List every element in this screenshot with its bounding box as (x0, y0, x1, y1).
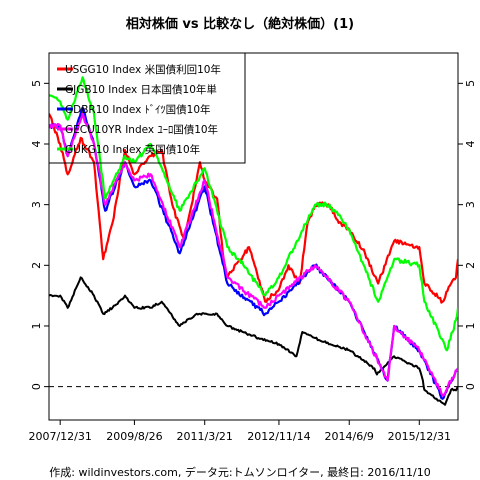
x-tick-label: 2015/12/31 (388, 430, 451, 443)
x-tick-label: 2011/3/21 (177, 430, 233, 443)
chart-caption: 作成: wildinvestors.com, データ元:トムソンロイター, 最終… (49, 465, 430, 479)
y-tick-label-right: 3 (464, 201, 477, 208)
chart-title: 相対株価 vs 比較なし（絶対株価）(1) (126, 16, 354, 32)
series-group (49, 76, 458, 406)
x-tick-label: 2014/6/9 (325, 430, 374, 443)
y-tick-label-left: 3 (30, 201, 43, 208)
axes: 2007/12/31 2009/8/26 2011/3/21 2012/11/14 20… (28, 80, 477, 443)
legend-entry: GUKG10 Index 英国債10年 (65, 143, 200, 156)
legend-entry: GDBR10 Index ﾄﾞｲﾂ国債10年 (65, 103, 211, 116)
y-tick-label-right: 5 (464, 80, 477, 87)
y-tick-label-left: 1 (30, 322, 43, 329)
y-tick-label-left: 5 (30, 80, 43, 87)
y-tick-label-left: 2 (30, 262, 43, 269)
y-tick-label-right: 4 (464, 140, 477, 147)
plot-frame (48, 52, 459, 421)
legend-box (48, 52, 246, 164)
y-tick-label-right: 0 (464, 383, 477, 390)
y-tick-label-left: 4 (30, 140, 43, 147)
legend-entry: USGG10 Index 米国債利回10年 (65, 63, 221, 76)
y-tick-label-left: 0 (30, 383, 43, 390)
legend-entry: GJGB10 Index 日本国債10年単 (65, 83, 217, 96)
x-tick-label: 2012/11/14 (247, 430, 310, 443)
legend-entry: GECU10YR Index ﾕｰﾛ国債10年 (65, 123, 218, 136)
x-tick-label: 2007/12/31 (28, 430, 91, 443)
series-line-4 (49, 112, 458, 397)
series-line-5 (49, 76, 458, 352)
legend: USGG10 Index 米国債利回10年 GJGB10 Index 日本国債10… (48, 52, 246, 164)
series-line-1 (49, 113, 458, 304)
y-tick-label-right: 1 (464, 322, 477, 329)
y-tick-label-right: 2 (464, 262, 477, 269)
x-tick-label: 2009/8/26 (106, 430, 162, 443)
